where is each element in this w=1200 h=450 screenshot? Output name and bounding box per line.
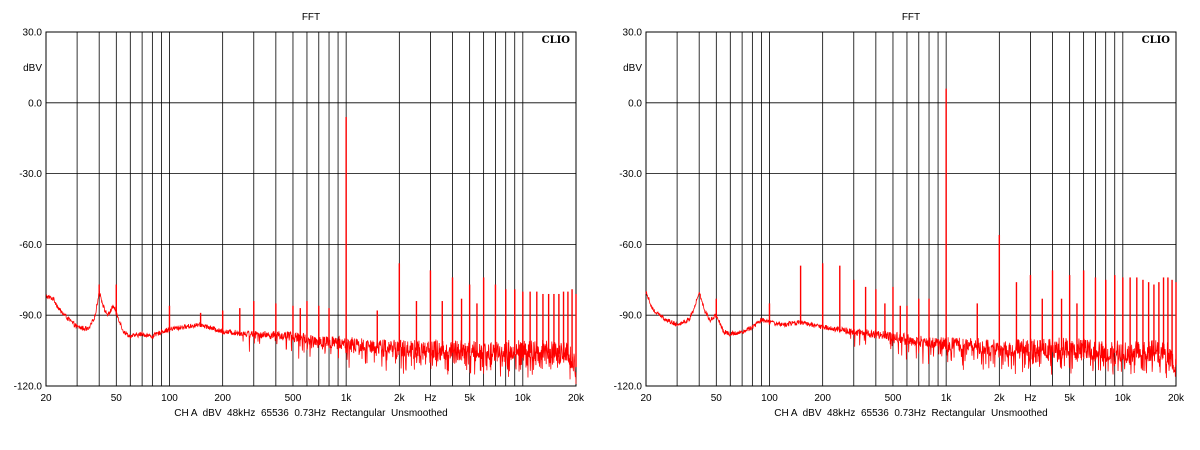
x-tick-label: 100 [161,393,178,404]
y-tick-label: -120.0 [614,382,643,393]
x-tick-label: 500 [885,393,902,404]
y-tick-label: -90.0 [19,311,42,322]
x-axis-unit-label: Hz [1024,393,1036,404]
y-tick-label: -60.0 [619,240,642,251]
x-tick-label: 2k [994,393,1006,404]
clio-logo-text: CLIO [1142,35,1171,46]
y-tick-label: -30.0 [619,169,642,180]
plot-area [45,31,577,387]
x-tick-label: 20 [640,393,652,404]
spectrum-noise-trace [645,291,1177,379]
x-tick-label: 1k [341,393,353,404]
clio-logo-text: CLIO [542,35,571,46]
y-tick-label: -30.0 [19,169,42,180]
chart-title: FFT [302,12,320,23]
plot-area [645,31,1177,387]
x-tick-label: 200 [214,393,231,404]
x-tick-label: 500 [285,393,302,404]
x-tick-label: 20k [568,393,585,404]
measurement-settings-footer: CH A dBV 48kHz 65536 0.73Hz Rectangular … [174,408,448,419]
x-axis-unit-label: Hz [424,393,436,404]
y-tick-label: -60.0 [19,240,42,251]
x-tick-label: 10k [515,393,532,404]
x-tick-label: 2k [394,393,406,404]
fft-chart-left: 30.0 0.0 -30.0 -60.0 -90.0 -120.020 50 100 200 50… [14,12,585,419]
x-tick-label: 5k [1064,393,1076,404]
x-tick-label: 1k [941,393,953,404]
chart-title: FFT [902,12,920,23]
x-tick-label: 50 [711,393,723,404]
x-tick-label: 20k [1168,393,1185,404]
x-tick-label: 20 [40,393,52,404]
y-axis-unit-label: dBV [623,63,642,74]
y-axis-unit-label: dBV [23,63,42,74]
spectrum-noise-trace [45,290,577,385]
y-tick-label: 30.0 [623,28,643,39]
y-tick-label: -120.0 [14,382,43,393]
y-tick-label: 0.0 [28,98,42,109]
x-tick-label: 200 [814,393,831,404]
y-tick-label: 30.0 [23,28,43,39]
y-tick-label: 0.0 [628,98,642,109]
measurement-settings-footer: CH A dBV 48kHz 65536 0.73Hz Rectangular … [774,408,1048,419]
y-tick-label: -90.0 [619,311,642,322]
fft-chart-right: 30.0 0.0 -30.0 -60.0 -90.0 -120.020 50 100 200 50… [614,12,1185,419]
x-tick-label: 100 [761,393,778,404]
x-tick-label: 50 [111,393,123,404]
x-tick-label: 5k [464,393,476,404]
x-tick-label: 10k [1115,393,1132,404]
